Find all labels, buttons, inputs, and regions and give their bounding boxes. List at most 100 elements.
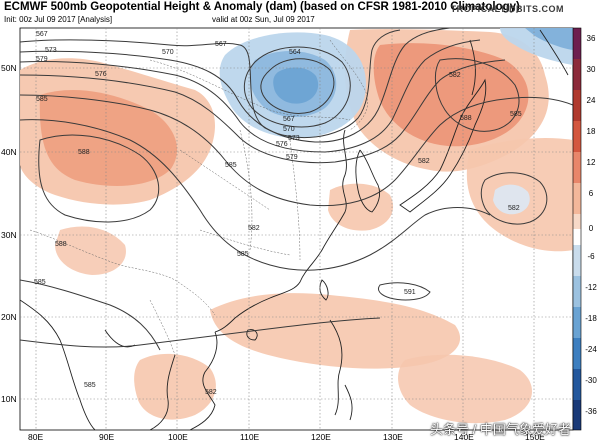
contour-label: 579 (36, 56, 48, 63)
lat-label: 40N (1, 147, 17, 157)
colorbar-swatch (573, 245, 581, 276)
colorbar (572, 27, 582, 431)
anomaly-positive-south (210, 293, 461, 369)
watermark: 头条号 / 中国气象爱好者 (430, 422, 571, 437)
lat-label: 10N (1, 394, 17, 404)
contour-label: 576 (276, 141, 288, 148)
colorbar-swatch (573, 121, 581, 152)
anomaly-positive-north-core (373, 43, 529, 147)
contour-label: 591 (404, 289, 416, 296)
valid-time: valid at 00z Sun, Jul 09 2017 (212, 15, 315, 24)
contour-label: 573 (45, 47, 57, 54)
contour-582-east (480, 172, 548, 225)
contour-label: 567 (36, 31, 48, 38)
border-china-russia (329, 39, 368, 131)
anomaly-negative-mongolia-center (273, 67, 319, 104)
contour-582 (20, 94, 573, 207)
anomaly-positive-indochina (134, 353, 216, 420)
lat-label: 30N (1, 230, 17, 240)
lat-label: 50N (1, 63, 17, 73)
colorbar-label: 18 (586, 127, 596, 136)
colorbar-label: 36 (586, 34, 596, 43)
contour-label: 582 (248, 225, 260, 232)
anomaly-negative-japan-east (493, 184, 530, 215)
contour-label: 582 (508, 205, 520, 212)
anomaly-positive-west-core (39, 90, 178, 186)
lon-label: 90E (99, 432, 115, 442)
colorbar-swatch (573, 307, 581, 338)
contour-591 (377, 282, 431, 301)
border-himalaya (29, 229, 176, 281)
coast-kamchatka (539, 29, 569, 76)
height-contours (20, 28, 573, 351)
contour-label: 576 (95, 71, 107, 78)
colorbar-swatch (573, 28, 581, 59)
coast-korea (355, 149, 381, 213)
contour-label: 588 (78, 149, 90, 156)
contour-label: 582 (205, 389, 217, 396)
colorbar-label: 12 (586, 158, 596, 167)
contour-label: 567 (215, 41, 227, 48)
brand-logo: TROPICALTIDBITS.COM (450, 4, 564, 14)
contour-label-group: 567 573 570 567 564 567 570 573 576 579 … (34, 31, 522, 396)
colorbar-swatch (573, 369, 581, 400)
lon-label: 140E (454, 432, 474, 442)
contour-label: 585 (34, 279, 46, 286)
colorbar-swatch (573, 400, 581, 430)
colorbar-label: 6 (588, 189, 594, 198)
colorbar-swatch (573, 276, 581, 307)
contour-label: 582 (449, 72, 461, 79)
colorbar-frame (572, 27, 582, 431)
contour-label: 585 (84, 382, 96, 389)
coast-japan (399, 78, 487, 213)
colorbar-label: -36 (585, 407, 597, 416)
lat-label: 20N (1, 312, 17, 322)
contour-label: 579 (286, 154, 298, 161)
contour-label: 567 (283, 116, 295, 123)
border-china-seasia (149, 279, 216, 356)
lon-label: 80E (28, 432, 44, 442)
contour-564 (260, 58, 335, 114)
colorbar-label: -24 (585, 345, 597, 354)
colorbar-swatch (573, 90, 581, 121)
borders (29, 39, 368, 356)
coast-philippines (329, 319, 353, 421)
colorbar-label: -18 (585, 314, 597, 323)
border-china-mongolia (149, 59, 351, 121)
contour-label: 570 (283, 126, 295, 133)
lon-label: 150E (525, 432, 545, 442)
colorbar-swatch (573, 59, 581, 90)
anomaly-field (20, 28, 573, 424)
colorbar-label: 0 (588, 224, 594, 233)
contour-588-b (434, 58, 520, 132)
anomaly-positive-pacific (398, 354, 532, 424)
colorbar-label: 30 (586, 65, 596, 74)
contour-label: 573 (288, 135, 300, 142)
contour-label: 585 (225, 162, 237, 169)
colorbar-label: -12 (585, 283, 597, 292)
coast-china-east (214, 129, 347, 333)
contour-label: 570 (162, 49, 174, 56)
contour-570 (20, 29, 401, 139)
lon-label: 120E (311, 432, 331, 442)
coast-indochina (149, 331, 218, 430)
lon-label: 100E (168, 432, 188, 442)
contour-label: 585 (237, 251, 249, 258)
contour-585 (20, 119, 491, 351)
lon-label: 130E (383, 432, 403, 442)
contour-label: 588 (55, 241, 67, 248)
lon-label: 110E (240, 432, 260, 442)
colorbar-swatch (573, 152, 581, 183)
colorbar-label: -6 (587, 252, 595, 261)
colorbar-label: 24 (586, 96, 596, 105)
contour-label: 585 (36, 96, 48, 103)
colorbar-swatch (573, 214, 581, 229)
contour-579 (20, 59, 506, 164)
anomaly-negative-northeast-core (525, 28, 573, 50)
contour-label: 564 (289, 49, 301, 56)
map-title: ECMWF 500mb Geopotential Height & Anomal… (4, 1, 520, 13)
colorbar-swatch (573, 229, 581, 245)
init-time: Init: 00z Jul 09 2017 [Analysis] (4, 15, 112, 24)
contour-573 (20, 28, 451, 143)
